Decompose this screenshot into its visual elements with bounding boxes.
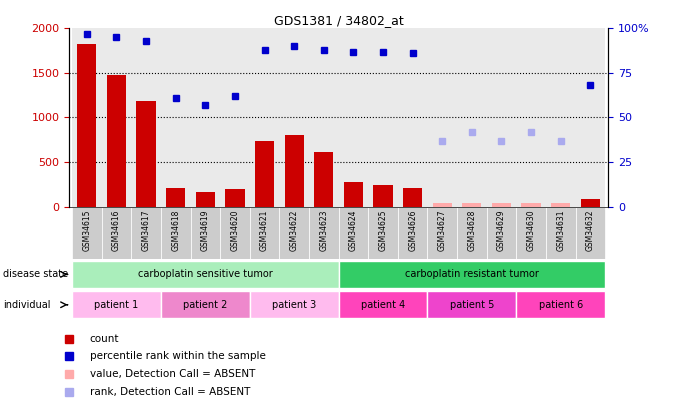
Bar: [161, 207, 191, 259]
Bar: [576, 28, 605, 207]
Title: GDS1381 / 34802_at: GDS1381 / 34802_at: [274, 14, 404, 27]
Bar: [309, 207, 339, 259]
Text: patient 3: patient 3: [272, 300, 316, 310]
Text: disease state: disease state: [3, 269, 68, 279]
Text: carboplatin resistant tumor: carboplatin resistant tumor: [405, 269, 539, 279]
Bar: [580, 198, 600, 207]
Text: GSM34623: GSM34623: [319, 209, 328, 251]
Bar: [77, 45, 97, 207]
Text: GSM34627: GSM34627: [437, 209, 447, 251]
Bar: [522, 202, 540, 207]
Bar: [403, 188, 422, 207]
Bar: [220, 28, 249, 207]
Bar: [131, 207, 161, 259]
Bar: [457, 28, 486, 207]
Bar: [72, 261, 339, 288]
Text: patient 1: patient 1: [95, 300, 139, 310]
Text: GSM34628: GSM34628: [467, 209, 476, 251]
Bar: [343, 183, 363, 207]
Bar: [516, 207, 546, 259]
Bar: [161, 28, 191, 207]
Bar: [368, 207, 398, 259]
Bar: [457, 207, 486, 259]
Bar: [576, 207, 605, 259]
Bar: [339, 261, 605, 288]
Bar: [462, 202, 482, 207]
Text: GSM34616: GSM34616: [112, 209, 121, 251]
Bar: [516, 291, 605, 318]
Text: GSM34631: GSM34631: [556, 209, 565, 251]
Text: GSM34624: GSM34624: [349, 209, 358, 251]
Bar: [102, 207, 131, 259]
Text: carboplatin sensitive tumor: carboplatin sensitive tumor: [138, 269, 273, 279]
Text: GSM34617: GSM34617: [142, 209, 151, 251]
Bar: [285, 135, 304, 207]
Bar: [131, 28, 161, 207]
Text: GSM34620: GSM34620: [230, 209, 240, 251]
Bar: [433, 203, 452, 207]
Bar: [398, 28, 428, 207]
Text: value, Detection Call = ABSENT: value, Detection Call = ABSENT: [90, 369, 255, 379]
Bar: [225, 189, 245, 207]
Bar: [428, 28, 457, 207]
Bar: [249, 207, 279, 259]
Bar: [255, 141, 274, 207]
Bar: [102, 28, 131, 207]
Text: GSM34619: GSM34619: [201, 209, 210, 251]
Text: GSM34626: GSM34626: [408, 209, 417, 251]
Bar: [249, 291, 339, 318]
Text: GSM34615: GSM34615: [82, 209, 91, 251]
Bar: [72, 207, 102, 259]
Bar: [486, 207, 516, 259]
Text: rank, Detection Call = ABSENT: rank, Detection Call = ABSENT: [90, 387, 250, 397]
Bar: [428, 207, 457, 259]
Bar: [279, 28, 309, 207]
Text: patient 4: patient 4: [361, 300, 405, 310]
Bar: [339, 28, 368, 207]
Bar: [516, 28, 546, 207]
Text: percentile rank within the sample: percentile rank within the sample: [90, 352, 266, 361]
Text: GSM34621: GSM34621: [260, 209, 269, 251]
Bar: [309, 28, 339, 207]
Bar: [546, 207, 576, 259]
Bar: [546, 28, 576, 207]
Text: GSM34630: GSM34630: [527, 209, 536, 251]
Text: GSM34632: GSM34632: [586, 209, 595, 251]
Bar: [373, 185, 392, 207]
Bar: [136, 101, 155, 207]
Bar: [72, 291, 161, 318]
Text: patient 5: patient 5: [450, 300, 494, 310]
Text: individual: individual: [3, 300, 51, 310]
Bar: [72, 28, 102, 207]
Bar: [368, 28, 398, 207]
Bar: [339, 291, 428, 318]
Bar: [191, 207, 220, 259]
Bar: [279, 207, 309, 259]
Text: GSM34622: GSM34622: [290, 209, 299, 251]
Text: GSM34618: GSM34618: [171, 209, 180, 251]
Bar: [220, 207, 249, 259]
Bar: [249, 28, 279, 207]
Text: GSM34625: GSM34625: [379, 209, 388, 251]
Bar: [551, 203, 570, 207]
Bar: [314, 152, 333, 207]
Text: patient 2: patient 2: [183, 300, 227, 310]
Bar: [196, 192, 215, 207]
Bar: [107, 75, 126, 207]
Bar: [161, 291, 249, 318]
Text: patient 6: patient 6: [538, 300, 583, 310]
Text: GSM34629: GSM34629: [497, 209, 506, 251]
Bar: [486, 28, 516, 207]
Text: count: count: [90, 334, 120, 343]
Bar: [428, 291, 516, 318]
Bar: [191, 28, 220, 207]
Bar: [166, 188, 185, 207]
Bar: [492, 203, 511, 207]
Bar: [339, 207, 368, 259]
Bar: [398, 207, 428, 259]
